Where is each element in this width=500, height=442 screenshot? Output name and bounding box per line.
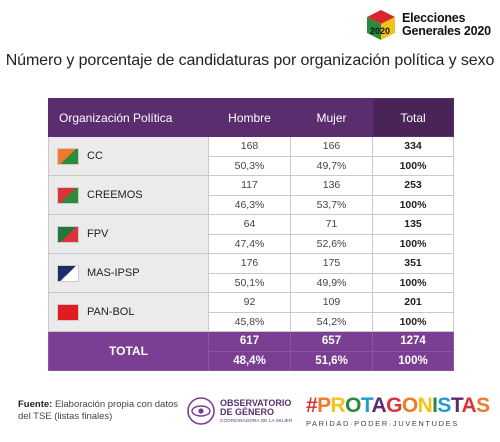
mujer-pct: 49,9% bbox=[290, 272, 373, 293]
total-mujer-count: 657 bbox=[290, 331, 373, 352]
observatorio-logo: OBSERVATORIO DE GÉNERO COORDINADORA DE L… bbox=[186, 396, 302, 426]
hombre-pct: 50,1% bbox=[208, 272, 291, 293]
hombre-count: 64 bbox=[208, 214, 291, 235]
mujer-count: 136 bbox=[290, 175, 373, 196]
total-pct: 100% bbox=[372, 311, 454, 332]
table-row: CC 168 166 334 bbox=[48, 136, 454, 176]
col-header-organizacion: Organización Política bbox=[48, 98, 209, 137]
protagonistas-title: #PROTAGONISTAS bbox=[306, 394, 490, 417]
total-pct: 100% bbox=[372, 233, 454, 254]
total-mujer-pct: 51,6% bbox=[290, 350, 373, 371]
table-row: CREEMOS 117 136 253 bbox=[48, 175, 454, 215]
party-flag-icon bbox=[57, 186, 79, 204]
total-hombre-count: 617 bbox=[208, 331, 291, 352]
total-pct: 100% bbox=[372, 194, 454, 215]
mujer-count: 166 bbox=[290, 136, 373, 157]
col-header-hombre: Hombre bbox=[208, 98, 291, 137]
org-cell: CC bbox=[48, 136, 209, 176]
party-flag-icon bbox=[57, 303, 79, 321]
org-name: CC bbox=[87, 150, 103, 162]
table-row: PAN-BOL 92 109 201 bbox=[48, 292, 454, 332]
org-name: CREEMOS bbox=[87, 189, 143, 201]
mujer-pct: 52,6% bbox=[290, 233, 373, 254]
eye-icon bbox=[187, 397, 215, 425]
total-row: TOTAL 617 657 1274 bbox=[48, 331, 454, 371]
elecciones-logo: 2020 Elecciones Generales 2020 bbox=[364, 8, 494, 42]
mujer-count: 71 bbox=[290, 214, 373, 235]
org-name: MAS-IPSP bbox=[87, 267, 140, 279]
org-cell: PAN-BOL bbox=[48, 292, 209, 332]
total-count: 351 bbox=[372, 253, 454, 274]
total-label: TOTAL bbox=[48, 331, 209, 371]
hombre-pct: 46,3% bbox=[208, 194, 291, 215]
source-label: Fuente: bbox=[18, 399, 53, 410]
total-hombre-pct: 48,4% bbox=[208, 350, 291, 371]
hombre-pct: 50,3% bbox=[208, 155, 291, 176]
source-note: Fuente: Elaboración propia con datos del… bbox=[18, 399, 178, 423]
mujer-pct: 49,7% bbox=[290, 155, 373, 176]
logo-text: Elecciones Generales 2020 bbox=[402, 12, 491, 38]
hombre-count: 168 bbox=[208, 136, 291, 157]
table-header-row: Organización Política Hombre Mujer Total bbox=[48, 98, 454, 137]
obs-line2: DE GÉNERO bbox=[220, 407, 275, 417]
hombre-count: 176 bbox=[208, 253, 291, 274]
table-row: MAS-IPSP 176 175 351 bbox=[48, 253, 454, 293]
hombre-pct: 45,8% bbox=[208, 311, 291, 332]
mujer-count: 109 bbox=[290, 292, 373, 313]
table-row: FPV 64 71 135 bbox=[48, 214, 454, 254]
hombre-count: 117 bbox=[208, 175, 291, 196]
hombre-pct: 47,4% bbox=[208, 233, 291, 254]
obs-sub: COORDINADORA DE LA MUJER bbox=[220, 418, 293, 423]
obs-text: OBSERVATORIO DE GÉNERO bbox=[220, 399, 291, 417]
hombre-count: 92 bbox=[208, 292, 291, 313]
party-flag-icon bbox=[57, 264, 79, 282]
table-row: 50,3% 49,7% 100% bbox=[49, 155, 454, 176]
org-name: FPV bbox=[87, 228, 109, 240]
org-cell: FPV bbox=[48, 214, 209, 254]
obs-line1: OBSERVATORIO bbox=[220, 398, 292, 408]
col-header-total: Total bbox=[372, 98, 454, 137]
org-name: PAN-BOL bbox=[87, 306, 135, 318]
total-pct: 100% bbox=[372, 155, 454, 176]
party-flag-icon bbox=[57, 225, 79, 243]
total-count: 201 bbox=[372, 292, 454, 313]
cube-logo-icon: 2020 bbox=[367, 10, 395, 40]
mujer-count: 175 bbox=[290, 253, 373, 274]
org-cell: CREEMOS bbox=[48, 175, 209, 215]
logo-line2: Generales 2020 bbox=[402, 24, 491, 38]
total-count: 334 bbox=[372, 136, 454, 157]
protagonistas-logo: #PROTAGONISTAS PARIDAD·PODER·JUVENTUDES bbox=[306, 394, 496, 429]
total-row: 48,4% 51,6% 100% bbox=[49, 350, 454, 371]
total-total-pct: 100% bbox=[372, 350, 454, 371]
source-text: Elaboración propia con datos del TSE (li… bbox=[18, 399, 179, 422]
protagonistas-subtitle: PARIDAD·PODER·JUVENTUDES bbox=[306, 419, 459, 428]
total-pct: 100% bbox=[372, 272, 454, 293]
mujer-pct: 54,2% bbox=[290, 311, 373, 332]
total-count: 253 bbox=[372, 175, 454, 196]
org-cell: MAS-IPSP bbox=[48, 253, 209, 293]
candidaturas-table: Organización Política Hombre Mujer Total… bbox=[48, 98, 454, 371]
party-flag-icon bbox=[57, 147, 79, 165]
total-count: 135 bbox=[372, 214, 454, 235]
logo-year: 2020 bbox=[370, 26, 390, 36]
chart-title: Número y porcentaje de candidaturas por … bbox=[5, 52, 495, 69]
mujer-pct: 53,7% bbox=[290, 194, 373, 215]
logo-line1: Elecciones bbox=[402, 11, 466, 25]
col-header-mujer: Mujer bbox=[290, 98, 373, 137]
total-total-count: 1274 bbox=[372, 331, 454, 352]
